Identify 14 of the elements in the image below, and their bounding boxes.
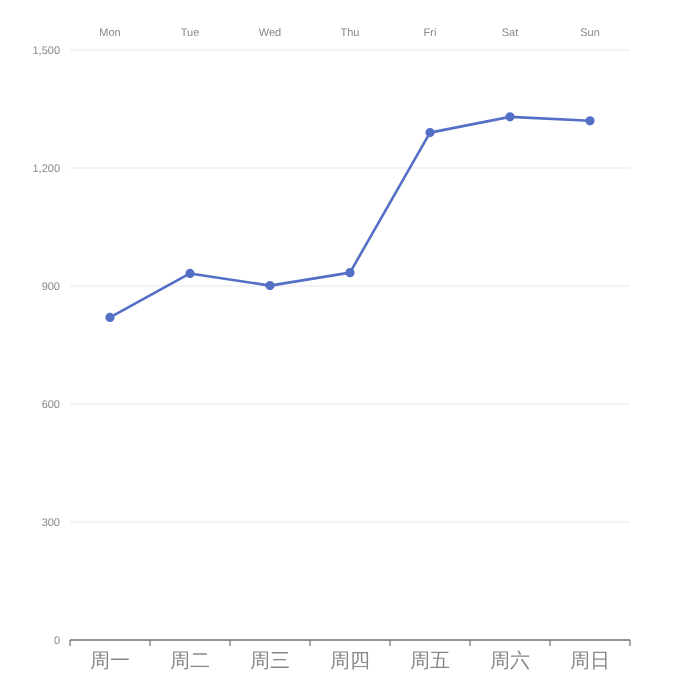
x-tick-label: 周四	[330, 651, 370, 673]
point	[425, 128, 435, 138]
point	[185, 268, 195, 279]
x-tick-label: 周一	[90, 651, 130, 673]
point	[345, 268, 355, 278]
x-tick-label: 周五	[410, 651, 450, 673]
x-tick-label: 周二	[170, 651, 210, 673]
point	[505, 112, 515, 122]
x-tick-label: 周三	[250, 651, 290, 673]
point	[105, 312, 115, 323]
point	[585, 116, 595, 126]
x-tick-label: 周日	[570, 651, 610, 673]
point	[265, 281, 275, 291]
x-tick-label: 周六	[490, 649, 530, 673]
